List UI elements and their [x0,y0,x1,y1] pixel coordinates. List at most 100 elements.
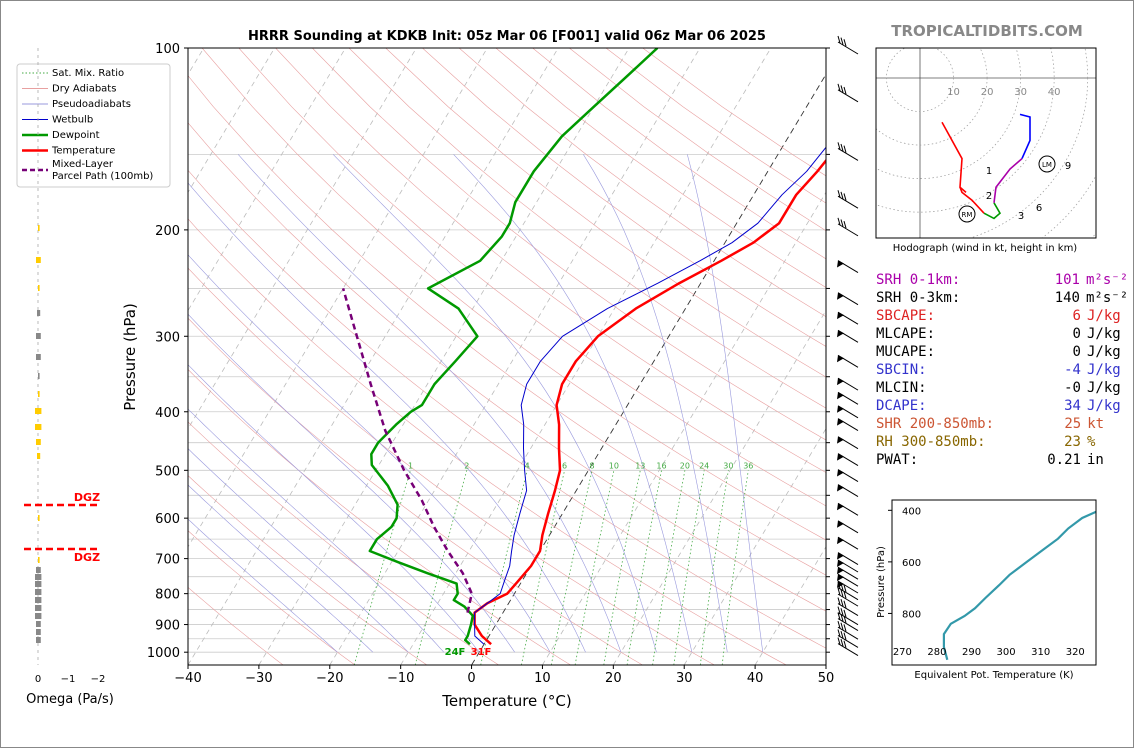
x-tick-label: 40 [747,671,764,686]
series-temperature [473,158,826,646]
wind-barb-feather [843,220,847,229]
series-wetbulb [474,146,826,645]
omega-bar [36,439,41,445]
stat-label: SBCIN: [876,362,927,378]
stat-unit: kt [1087,416,1105,432]
omega-bar [36,637,41,643]
stat-value: 0 [1072,344,1081,360]
hodograph-trace [1019,113,1031,159]
hodograph-ring [876,48,988,146]
stat-unit: J/kg [1086,380,1121,396]
legend-entry-line: Sat. Mix. Ratio [52,68,124,79]
hodograph-ring-label: 30 [1014,87,1027,98]
hodograph-height-label: 3 [1018,211,1024,222]
stat-value: 0.21 [1047,452,1081,468]
x-tick-label: −40 [174,671,201,686]
stat-value: 101 [1054,272,1080,288]
y-tick-label: 900 [155,619,180,634]
mixing-ratio-line [521,470,565,665]
wind-barb-feather [840,614,844,622]
wind-barb-feather [837,581,841,589]
isotherm-line [542,191,826,665]
y-tick-label: 200 [155,224,180,239]
legend-entry-line: Mixed-Layer [52,159,114,170]
stat-value: 34 [1064,398,1081,414]
wind-barb-flag [837,469,844,477]
stat-value: -4 [1064,362,1081,378]
stat-label: SRH 0-3km: [876,290,961,306]
wind-barb [837,41,859,55]
pseudoadiabat-line [188,484,374,653]
mixing-ratio-line [652,470,686,665]
mixing-ratio-line [626,470,662,665]
stat-unit: % [1086,434,1096,450]
legend-entry-line: Dry Adiabats [52,84,116,95]
wind-barb-feather [843,615,847,623]
hodograph-ring [968,48,1088,238]
wind-barb-flag [837,292,844,300]
wind-barb-flag [837,559,844,567]
isotherm-line [754,546,826,665]
wind-barb-feather [837,217,841,226]
mixing-ratio-label: 36 [743,461,753,470]
stat-label: RH 300-850mb: [876,434,986,450]
series-dewpoint [368,48,659,646]
x-tick-label: −20 [316,671,343,686]
omega-tick-label: −2 [91,674,106,685]
stat-unit: J/kg [1086,398,1121,414]
wind-barb-feather [840,599,844,607]
theta-e-x-tick-label: 290 [962,647,981,658]
wind-barb [837,195,859,209]
stat-unit: J/kg [1086,344,1121,360]
stat-row: MLCAPE: 0 J/kg [876,325,1126,343]
wind-barb [837,635,859,648]
omega-bar [38,557,40,563]
dry-adiabat-line [188,75,826,576]
omega-bar [35,597,42,603]
x-tick-label: 50 [818,671,835,686]
wind-barb-flag [837,418,844,426]
mixing-ratio-line [353,470,411,665]
hodograph-ring [886,48,954,112]
pseudoadiabat-line [188,313,515,653]
omega-bar [36,333,41,339]
dry-adiabat-line [188,218,787,665]
dry-adiabat-line [188,586,284,665]
omega-bar [35,424,42,430]
stat-row: PWAT: 0.21 in [876,451,1126,469]
stat-unit: in [1086,452,1104,468]
pseudoadiabat-line [453,154,693,653]
omega-bar [36,629,41,635]
dry-adiabat-line [238,48,826,507]
mixing-ratio-label: 1 [408,461,413,470]
wind-barb-flag [837,312,844,320]
mixing-ratio-label: 24 [699,461,709,470]
stat-unit: J/kg [1086,326,1121,342]
omega-bar [35,574,42,580]
omega-bar [38,373,40,379]
x-tick-label: 30 [676,671,693,686]
storm-motion-label: LM [1042,161,1052,169]
hodograph-ring [876,48,1021,179]
pseudoadiabat-line [583,154,728,653]
wind-barb [837,618,859,631]
isotherm-line [400,48,772,665]
hodograph-height-label: 6 [1036,203,1042,214]
dry-adiabat-line [385,48,826,378]
stat-value: 6 [1072,308,1081,324]
hodograph-trace [959,186,985,214]
theta-e-x-tick-label: 270 [893,647,912,658]
stat-label: PWAT: [876,452,919,468]
wind-barb-feather [843,584,847,592]
mixing-ratio-line [480,470,528,665]
wind-barb-flag [837,436,844,444]
omega-bar [37,310,41,316]
omega-bar [38,391,40,397]
wind-barb-flag [837,552,844,560]
legend-entry-label: Pseudoadiabats [52,99,131,110]
dry-adiabat-line [188,169,826,649]
theta-e-y-tick-label: 400 [902,506,921,517]
storm-motion-marker [1038,155,1056,173]
stat-label: MLCIN: [876,380,927,396]
mixing-ratio-label: 4 [525,461,530,470]
